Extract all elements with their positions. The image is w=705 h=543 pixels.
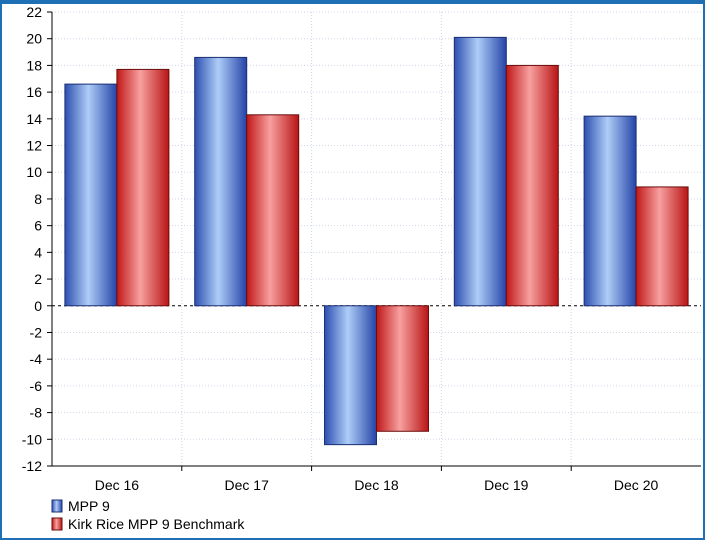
y-tick-label: 12 xyxy=(26,138,42,154)
bar-benchmark-dec-18 xyxy=(376,305,429,432)
bar-mpp9-dec-20 xyxy=(583,115,637,307)
bar-mpp9-dec-18 xyxy=(324,305,377,446)
axis-layer xyxy=(47,11,701,471)
y-tick-label: 6 xyxy=(34,218,42,234)
y-tick-label: -6 xyxy=(30,378,43,394)
y-tick-label: 0 xyxy=(34,298,42,314)
y-tick-label: -4 xyxy=(30,351,43,367)
y-tick-label: -2 xyxy=(30,324,43,340)
x-tick-label: Dec 18 xyxy=(354,477,399,493)
y-tick-label: 14 xyxy=(26,111,42,127)
bar-benchmark-dec-20 xyxy=(635,186,689,307)
y-tick-label: 20 xyxy=(26,31,42,47)
legend-swatch xyxy=(51,517,63,531)
legend-label: Kirk Rice MPP 9 Benchmark xyxy=(68,516,245,532)
y-tick-label: 10 xyxy=(26,164,42,180)
y-tick-label: -12 xyxy=(22,458,42,474)
bar-mpp9-dec-19 xyxy=(453,36,507,307)
y-tick-label: -8 xyxy=(30,405,43,421)
x-tick-label: Dec 16 xyxy=(95,477,140,493)
bar-benchmark-dec-17 xyxy=(246,114,300,307)
y-tick-label: 2 xyxy=(34,271,42,287)
bar-benchmark-dec-16 xyxy=(116,68,170,307)
bar-layer xyxy=(64,36,689,446)
bar-mpp9-dec-17 xyxy=(194,56,248,307)
y-tick-label: -10 xyxy=(22,431,42,447)
bar-benchmark-dec-19 xyxy=(505,64,559,307)
legend-label: MPP 9 xyxy=(68,498,110,514)
y-tick-label: 18 xyxy=(26,57,42,73)
y-tick-label: 4 xyxy=(34,244,42,260)
x-tick-label: Dec 20 xyxy=(614,477,659,493)
legend-swatch xyxy=(51,499,63,513)
bar-mpp9-dec-16 xyxy=(64,83,118,307)
y-tick-label: 16 xyxy=(26,84,42,100)
y-tick-label: 22 xyxy=(26,4,42,20)
y-tick-label: 8 xyxy=(34,191,42,207)
x-tick-label: Dec 17 xyxy=(225,477,270,493)
x-tick-label: Dec 19 xyxy=(484,477,529,493)
legend: MPP 9 Kirk Rice MPP 9 Benchmark xyxy=(51,498,245,532)
